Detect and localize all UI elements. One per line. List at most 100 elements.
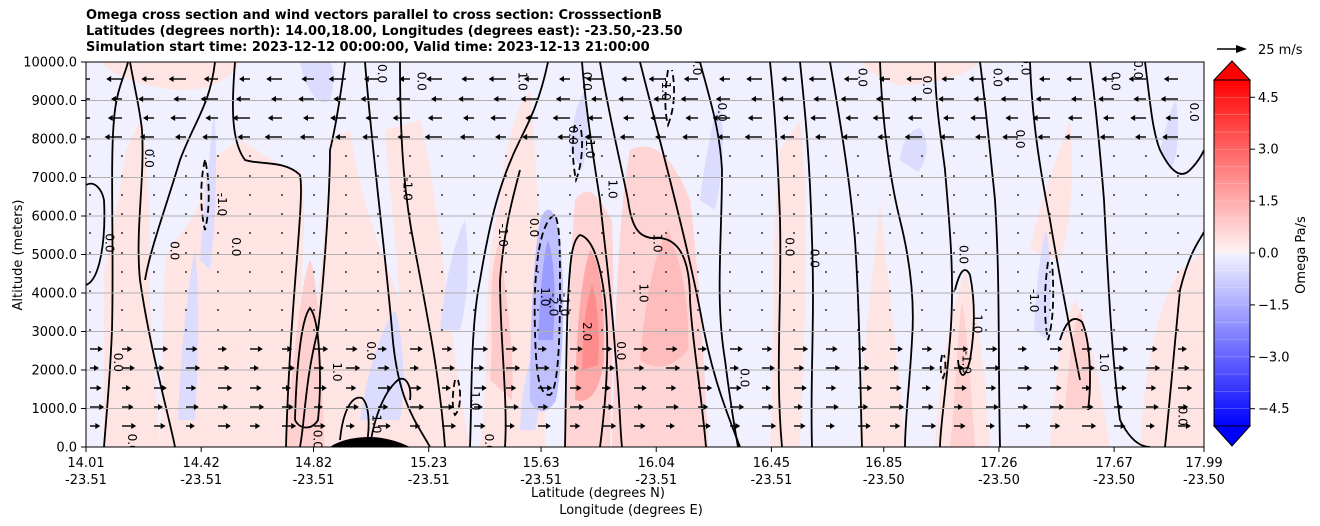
wind-vector xyxy=(843,76,858,82)
wind-vector xyxy=(441,309,443,311)
omega-shade-region xyxy=(1065,310,1091,410)
wind-vector xyxy=(313,329,315,331)
wind-vector xyxy=(698,385,713,391)
wind-vector xyxy=(441,271,443,273)
wind-vector xyxy=(442,385,451,391)
wind-vector xyxy=(377,309,379,311)
wind-vector xyxy=(490,115,506,121)
wind-vector xyxy=(409,290,411,292)
wind-vector xyxy=(377,252,379,254)
wind-vector xyxy=(1163,76,1178,82)
wind-vector xyxy=(1081,175,1083,177)
wind-vector xyxy=(939,134,954,140)
wind-vector xyxy=(697,213,699,215)
wind-vector xyxy=(985,329,987,331)
omega-contour-line xyxy=(1089,62,1151,447)
wind-vector xyxy=(473,329,475,331)
wind-vector xyxy=(1017,194,1019,196)
wind-vector xyxy=(523,76,538,82)
wind-vector xyxy=(441,290,443,292)
wind-vector xyxy=(538,346,547,352)
x-tick-label-lon: -23.50 xyxy=(1093,473,1135,488)
wind-vector xyxy=(1037,134,1050,140)
wind-vector xyxy=(954,385,967,391)
wind-vector xyxy=(601,271,603,273)
wind-vector xyxy=(953,194,955,196)
wind-vector xyxy=(1050,385,1062,391)
wind-vector xyxy=(249,175,251,177)
wind-vector xyxy=(154,385,167,391)
wind-vector xyxy=(1018,365,1030,371)
wind-vector xyxy=(1146,423,1155,429)
wind-vector xyxy=(301,76,314,82)
wind-vector xyxy=(985,232,987,234)
wind-vector xyxy=(537,232,539,234)
wind-vector xyxy=(314,365,325,371)
wind-vector xyxy=(537,155,539,157)
wind-vector xyxy=(1178,423,1191,429)
wind-vector xyxy=(111,96,122,102)
wind-vector xyxy=(1103,115,1114,121)
wind-vector xyxy=(712,115,730,121)
wind-vector xyxy=(1145,329,1147,331)
wind-vector xyxy=(1082,385,1091,391)
wind-vector xyxy=(346,346,358,352)
wind-vector xyxy=(303,115,314,121)
wind-vector xyxy=(665,309,667,311)
contour-label: 0.0 xyxy=(111,353,125,372)
wind-vector xyxy=(90,346,103,352)
wind-vector xyxy=(121,290,123,292)
wind-vector xyxy=(217,232,219,234)
wind-vector xyxy=(954,423,966,429)
omega-contour-line xyxy=(231,62,302,447)
wind-vector xyxy=(985,175,987,177)
wind-vector xyxy=(889,309,891,311)
colorbar: 4.5 3.0 1.5 0.0 −1.5 −3.0 −4.5 Omega Pa/s xyxy=(1212,60,1309,447)
wind-vector xyxy=(346,365,361,371)
wind-vector xyxy=(986,385,997,391)
wind-vector xyxy=(793,309,795,311)
wind-vector xyxy=(569,329,571,331)
wind-vector xyxy=(202,134,218,140)
wind-vector xyxy=(217,155,219,157)
wind-vector xyxy=(666,365,681,371)
omega-shade-region xyxy=(570,90,588,170)
wind-vector xyxy=(911,96,922,102)
colorbar-tick-label: −4.5 xyxy=(1258,402,1290,417)
wind-vector xyxy=(922,385,931,391)
wind-vector xyxy=(729,290,731,292)
wind-vector xyxy=(330,115,346,121)
wind-vector xyxy=(601,194,603,196)
wind-vector xyxy=(1081,155,1083,157)
wind-vector xyxy=(442,346,453,352)
wind-vector xyxy=(138,96,154,102)
wind-vector xyxy=(538,365,550,371)
wind-vector xyxy=(1082,404,1094,410)
wind-vector xyxy=(185,271,187,273)
wind-vector xyxy=(410,346,423,352)
wind-vector xyxy=(249,155,251,157)
omega-contour-line xyxy=(564,234,609,447)
wind-vector xyxy=(1081,271,1083,273)
wind-vector xyxy=(569,155,571,157)
wind-vector xyxy=(153,290,155,292)
wind-vector xyxy=(986,346,998,352)
wind-vector xyxy=(1017,175,1019,177)
x-tick-label-lat: 15.23 xyxy=(410,456,447,471)
wind-vector xyxy=(1114,365,1125,371)
wind-vector xyxy=(281,271,283,273)
wind-vector xyxy=(505,309,507,311)
wind-vector xyxy=(1133,96,1146,102)
wind-vector xyxy=(441,232,443,234)
wind-vector xyxy=(825,329,827,331)
wind-vector xyxy=(218,385,233,391)
wind-vector xyxy=(495,134,506,140)
wind-vector xyxy=(345,252,347,254)
wind-vector xyxy=(857,309,859,311)
wind-vector xyxy=(697,309,699,311)
x-tick-label-lon: -23.50 xyxy=(978,473,1020,488)
wind-vector xyxy=(1049,271,1051,273)
wind-vector xyxy=(1145,155,1147,157)
wind-vector xyxy=(1000,96,1018,102)
wind-vector xyxy=(441,155,443,157)
